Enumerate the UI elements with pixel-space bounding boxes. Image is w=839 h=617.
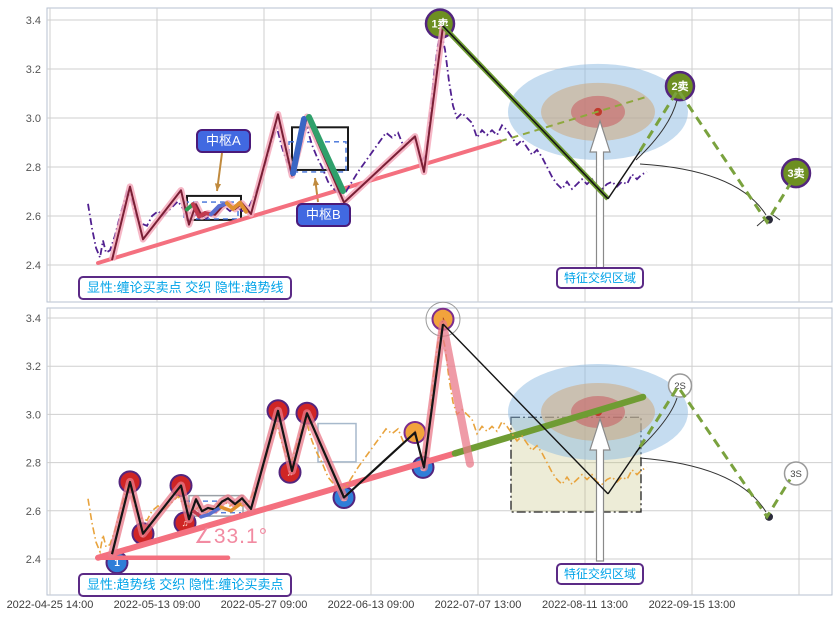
pivot-squiggle-top (191, 202, 201, 219)
annotation-arc (639, 163, 767, 216)
sell-marker: 2卖 (664, 70, 696, 102)
pivot-b-label: 中枢B (296, 203, 351, 227)
pivot-box-b (291, 126, 349, 171)
sell-marker-circle (780, 157, 812, 189)
pivot-a-arrow-head (214, 183, 222, 191)
note-marker-orange: ♪ (431, 307, 455, 331)
sell-marker-label: 3卖 (787, 166, 804, 180)
pivot-b-green-segment (306, 114, 346, 194)
bottom-region-label: 特征交织区域 (556, 563, 645, 586)
y-tick-label: 3.2 (26, 361, 41, 373)
y-tick-label: 2.8 (26, 162, 41, 174)
pivot-a-label: 中枢A (196, 129, 251, 153)
y-tick-label: 2.8 (26, 458, 41, 470)
pivot-b-blue-segment (290, 116, 307, 177)
rebound-bottom (607, 446, 641, 495)
bottom-caption: 显性:趋势线 交织 隐性:缠论买卖点 (78, 573, 293, 597)
price-line-bottom (87, 329, 648, 555)
y-tick-label: 3.0 (26, 113, 41, 125)
trend-line-dash-top (499, 95, 649, 143)
trend-angle-label: ∠33.1° (194, 525, 269, 548)
x-tick-label: 2022-07-07 13:00 (435, 599, 522, 611)
pivot-squiggle-bottom (229, 502, 242, 513)
sell-dash-path-top (638, 87, 792, 225)
annotation-arc (635, 99, 678, 161)
price-line-top (87, 31, 648, 261)
sell-marker: 3卖 (780, 157, 812, 189)
dot-ticks (756, 214, 781, 227)
note-marker-orange-label: ♪ (441, 314, 446, 324)
top-caption: 显性:缠论买卖点 交织 隐性:趋势线 (78, 276, 293, 300)
zigzag-bottom (110, 323, 445, 555)
rebound-top (607, 150, 641, 200)
x-tick-label: 2022-09-15 13:00 (649, 599, 736, 611)
pivot-squiggle-top (238, 200, 248, 214)
sell-marker-label: 2卖 (671, 79, 688, 93)
s-marker-label: 3S (790, 469, 802, 480)
sell-dash-path-bottom (638, 383, 792, 520)
trend-line-pink-bottom (95, 450, 458, 561)
x-tick-label: 2022-05-27 09:00 (221, 599, 308, 611)
y-tick-label: 2.6 (26, 506, 41, 518)
pivot-box-a-dash (183, 201, 239, 220)
s-marker-circle (783, 461, 809, 486)
note-marker-red-label: ♫ (182, 518, 189, 528)
pivot-squiggle-bottom (219, 505, 233, 513)
s-marker-label: 2S (674, 381, 686, 392)
x-tick-label: 2022-05-13 09:00 (114, 599, 201, 611)
x-tick-label: 2022-08-11 13:00 (542, 599, 628, 611)
y-tick-label: 2.4 (26, 554, 41, 566)
buy-marker-label: 1 (114, 558, 120, 569)
y-tick-label: 3.4 (26, 15, 41, 27)
trend-line-pink-top (96, 139, 502, 265)
trend-line-green-bottom (451, 393, 647, 457)
x-tick-label: 2022-06-13 09:00 (328, 599, 415, 611)
x-tick-label: 2022-04-25 14:00 (7, 599, 94, 611)
s-marker: 3S (783, 461, 809, 486)
pivot-squiggle-bottom (207, 505, 223, 517)
y-tick-label: 2.6 (26, 211, 41, 223)
pivot-b-arrow-head (312, 178, 320, 186)
y-tick-label: 3.0 (26, 409, 41, 421)
top-region-label: 特征交织区域 (556, 267, 645, 290)
sell-marker-circle (664, 70, 696, 102)
y-tick-label: 2.4 (26, 260, 41, 272)
region-arrow (589, 417, 611, 562)
decline-top (442, 25, 609, 200)
decline-bottom (442, 323, 609, 495)
y-tick-label: 3.4 (26, 313, 41, 325)
y-tick-label: 3.2 (26, 64, 41, 76)
